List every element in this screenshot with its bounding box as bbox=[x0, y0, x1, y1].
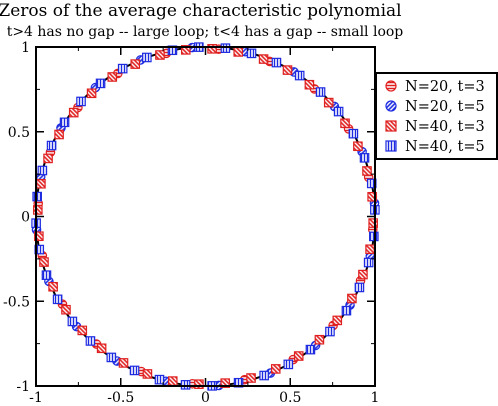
x-tick-label: 0.5 bbox=[279, 390, 301, 406]
data-point bbox=[54, 129, 64, 140]
y-tick-label: 0.5 bbox=[8, 125, 30, 141]
data-point bbox=[85, 336, 96, 346]
y-tick-label: 0 bbox=[21, 210, 30, 226]
data-point bbox=[32, 191, 42, 202]
data-point bbox=[282, 65, 293, 75]
data-point bbox=[365, 244, 375, 255]
series-3 bbox=[33, 44, 378, 389]
data-point bbox=[107, 72, 118, 82]
data-point bbox=[142, 52, 152, 63]
data-point bbox=[130, 59, 141, 69]
data-point bbox=[283, 359, 294, 370]
data-point bbox=[354, 282, 365, 293]
data-point bbox=[36, 178, 46, 189]
data-point bbox=[304, 79, 315, 90]
data-point bbox=[358, 269, 368, 280]
data-point bbox=[46, 140, 57, 151]
y-tick-label: -1 bbox=[16, 379, 30, 395]
data-point bbox=[246, 373, 256, 383]
data-point bbox=[33, 205, 43, 215]
chart-subtitle: t>4 has no gap -- large loop; t<4 has a … bbox=[7, 24, 404, 40]
data-point bbox=[68, 107, 79, 118]
data-point bbox=[362, 166, 372, 176]
data-point bbox=[259, 370, 269, 381]
data-point bbox=[333, 106, 344, 117]
data-point bbox=[95, 78, 106, 89]
data-point bbox=[368, 218, 378, 228]
data-point bbox=[246, 48, 257, 59]
chart-title: Zeros of the average characteristic poly… bbox=[0, 1, 402, 21]
data-point bbox=[270, 364, 281, 374]
x-tick-label: -0.5 bbox=[107, 390, 134, 406]
data-point bbox=[43, 153, 53, 164]
data-point bbox=[67, 316, 78, 327]
legend-label: N=20, t=3 bbox=[405, 79, 485, 95]
data-point bbox=[34, 231, 44, 242]
data-point bbox=[293, 351, 304, 361]
data-point bbox=[323, 97, 334, 108]
data-point bbox=[207, 44, 217, 54]
data-point bbox=[305, 344, 316, 355]
data-point bbox=[86, 88, 97, 99]
data-point bbox=[367, 191, 377, 202]
data-point bbox=[180, 45, 191, 55]
data-point bbox=[142, 369, 153, 379]
data-point bbox=[233, 47, 244, 57]
legend-label: N=20, t=5 bbox=[405, 99, 485, 115]
data-point bbox=[369, 231, 379, 242]
data-point bbox=[48, 281, 58, 292]
data-point bbox=[61, 304, 71, 315]
data-point bbox=[118, 358, 129, 368]
data-point bbox=[96, 343, 107, 354]
y-tick-label: -0.5 bbox=[3, 294, 30, 310]
legend-marker bbox=[385, 120, 397, 132]
data-point bbox=[154, 374, 165, 385]
x-tick-label: 0 bbox=[201, 390, 210, 406]
data-point bbox=[348, 128, 359, 139]
data-point bbox=[220, 378, 231, 388]
series-2 bbox=[31, 42, 380, 391]
axes: -1 -0.5 0 0.5 1 -1 -0.5 0 0.5 1 bbox=[3, 40, 379, 406]
data-point bbox=[341, 305, 352, 316]
data-point bbox=[315, 87, 326, 97]
data-point bbox=[129, 365, 140, 376]
y-tick-label: 1 bbox=[21, 40, 30, 56]
data-point bbox=[353, 141, 363, 152]
data-point bbox=[314, 334, 325, 345]
data-point bbox=[194, 379, 204, 389]
data-point bbox=[106, 352, 117, 363]
data-point bbox=[258, 54, 269, 64]
data-point bbox=[76, 96, 86, 107]
data-point bbox=[347, 293, 357, 304]
plot-area bbox=[31, 42, 380, 391]
data-point bbox=[37, 165, 48, 176]
legend: N=20, t=3 N=20, t=5 N=40, t=3 N=40, t=5 bbox=[375, 72, 498, 160]
legend-label: N=40, t=3 bbox=[405, 119, 485, 135]
data-point bbox=[340, 118, 350, 129]
legend-marker bbox=[385, 80, 397, 92]
x-tick-label: -1 bbox=[29, 390, 43, 406]
data-point bbox=[117, 63, 128, 74]
legend-marker bbox=[385, 140, 397, 152]
data-point bbox=[220, 43, 231, 53]
legend-marker bbox=[385, 100, 397, 112]
data-point bbox=[167, 376, 178, 386]
data-point bbox=[271, 57, 282, 68]
data-point bbox=[332, 315, 343, 326]
legend-label: N=40, t=5 bbox=[405, 139, 485, 155]
data-point bbox=[39, 257, 49, 267]
data-point bbox=[41, 270, 52, 280]
data-point bbox=[180, 380, 191, 390]
series-4 bbox=[31, 42, 380, 391]
data-point bbox=[325, 326, 335, 337]
data-point bbox=[359, 153, 370, 163]
data-point bbox=[155, 50, 165, 60]
x-tick-label: 1 bbox=[371, 390, 380, 406]
data-point bbox=[363, 257, 374, 268]
data-point bbox=[59, 117, 70, 128]
data-point bbox=[294, 70, 305, 81]
data-point bbox=[77, 325, 88, 336]
data-point bbox=[52, 294, 63, 305]
